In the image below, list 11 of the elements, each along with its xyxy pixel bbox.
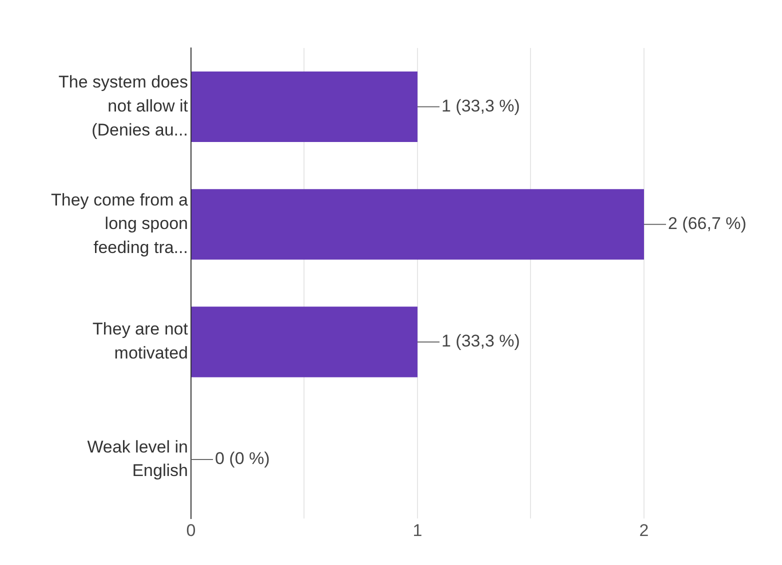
x-tick-label: 2 xyxy=(639,521,649,540)
y-tick-label: Weak level in English xyxy=(87,437,188,480)
data-label: 0 (0 %) xyxy=(214,449,270,468)
x-tick-label: 0 xyxy=(186,521,196,540)
y-tick-label: They are not motivated xyxy=(92,320,188,363)
y-tick-label: The system does not allow it (Denies au... xyxy=(58,72,188,140)
data-label: 1 (33,3 %) xyxy=(441,96,520,116)
data-label: 2 (66,7 %) xyxy=(668,214,746,234)
x-tick-label: 1 xyxy=(412,521,422,540)
data-label: 1 (33,3 %) xyxy=(441,332,520,351)
y-tick-label: They come from a long spoon feeding tra... xyxy=(50,190,189,257)
